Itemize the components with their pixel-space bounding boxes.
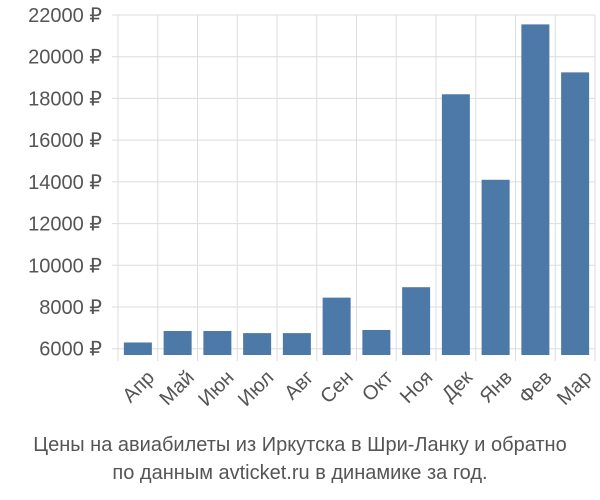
- y-tick-label: 16000 ₽: [28, 130, 102, 152]
- x-tick-label: Май: [156, 367, 199, 410]
- y-tick-label: 14000 ₽: [28, 172, 102, 194]
- x-tick-label: Июл: [234, 367, 278, 411]
- grid-lines: [112, 14, 596, 361]
- bar-6: [322, 297, 351, 355]
- bar-11: [521, 24, 550, 355]
- y-tick-label: 10000 ₽: [28, 255, 102, 277]
- price-bar-chart: 6000 ₽ 8000 ₽ 10000 ₽ 12000 ₽ 14000 ₽ 16000 ₽…: [28, 5, 596, 411]
- bar-3: [203, 331, 232, 355]
- x-tick-label: Дек: [438, 366, 477, 405]
- x-tick-label: Мар: [553, 367, 596, 410]
- bar-10: [481, 179, 510, 355]
- chart-caption-line-2: по данным avticket.ru в динамике за год.: [112, 462, 488, 484]
- bar-8: [402, 287, 431, 355]
- x-tick-label: Июн: [194, 367, 238, 411]
- y-tick-label: 12000 ₽: [28, 214, 102, 236]
- bar-1: [123, 342, 152, 355]
- bar-7: [362, 329, 391, 355]
- bar-4: [243, 333, 272, 355]
- x-tick-label: Апр: [119, 367, 160, 408]
- chart-caption-line-1: Цены на авиабилеты из Иркутска в Шри-Лан…: [33, 434, 567, 456]
- bar-5: [282, 333, 311, 355]
- bar-12: [561, 72, 590, 355]
- x-tick-label: Ноя: [396, 367, 437, 408]
- x-tick-label: Авг: [280, 367, 318, 405]
- bar-9: [441, 94, 470, 356]
- axes: 6000 ₽ 8000 ₽ 10000 ₽ 12000 ₽ 14000 ₽ 16000 ₽…: [28, 5, 596, 411]
- y-tick-label: 6000 ₽: [39, 339, 102, 361]
- y-tick-label: 22000 ₽: [28, 5, 102, 27]
- x-tick-label: Окт: [358, 367, 397, 406]
- x-tick-label: Янв: [476, 367, 517, 408]
- bars: [123, 24, 590, 356]
- y-tick-label: 20000 ₽: [28, 47, 102, 69]
- y-tick-label: 8000 ₽: [39, 297, 102, 319]
- x-tick-label: Фев: [515, 367, 557, 409]
- x-tick-label: Сен: [316, 367, 357, 408]
- bar-2: [163, 331, 192, 355]
- y-tick-label: 18000 ₽: [28, 88, 102, 110]
